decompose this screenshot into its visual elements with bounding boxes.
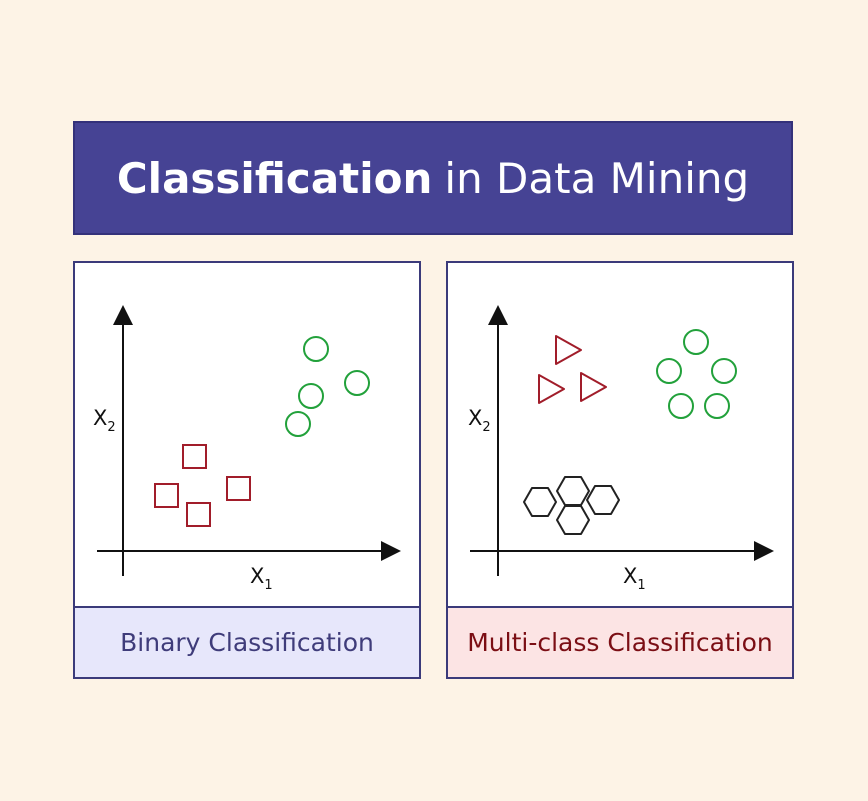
- triangle-point: [555, 335, 582, 365]
- circle-point: [683, 329, 709, 355]
- title-bar: Classification in Data Mining: [73, 121, 793, 235]
- title-bold: Classification: [116, 153, 433, 203]
- multiclass-panel: X2 X1 Multi-class Classification: [446, 261, 794, 679]
- circle-point: [704, 393, 730, 419]
- circle-point: [285, 411, 311, 437]
- binary-plot: X2 X1: [93, 305, 401, 593]
- multiclass-caption: Multi-class Classification: [448, 606, 792, 677]
- triangle-point: [538, 374, 565, 404]
- x-axis-label: X1: [250, 564, 273, 593]
- circle-point: [303, 336, 329, 362]
- square-point: [186, 502, 211, 527]
- binary-panel: X2 X1 Binary Classification: [73, 261, 421, 679]
- circle-point: [668, 393, 694, 419]
- circle-point: [711, 358, 737, 384]
- x-axis-label: X1: [623, 564, 646, 593]
- y-axis-label: X2: [468, 406, 491, 435]
- hexagon-point: [556, 476, 590, 506]
- hexagon-point: [586, 485, 620, 515]
- title-rest: in Data Mining: [444, 153, 750, 203]
- circle-point: [298, 383, 324, 409]
- triangle-point: [580, 372, 607, 402]
- binary-caption: Binary Classification: [75, 606, 419, 677]
- hexagon-point: [556, 505, 590, 535]
- y-axis-label: X2: [93, 406, 116, 435]
- square-point: [154, 483, 179, 508]
- square-point: [182, 444, 207, 469]
- multiclass-plot: X2 X1: [468, 305, 774, 593]
- square-point: [226, 476, 251, 501]
- hexagon-point: [523, 487, 557, 517]
- circle-point: [656, 358, 682, 384]
- circle-point: [344, 370, 370, 396]
